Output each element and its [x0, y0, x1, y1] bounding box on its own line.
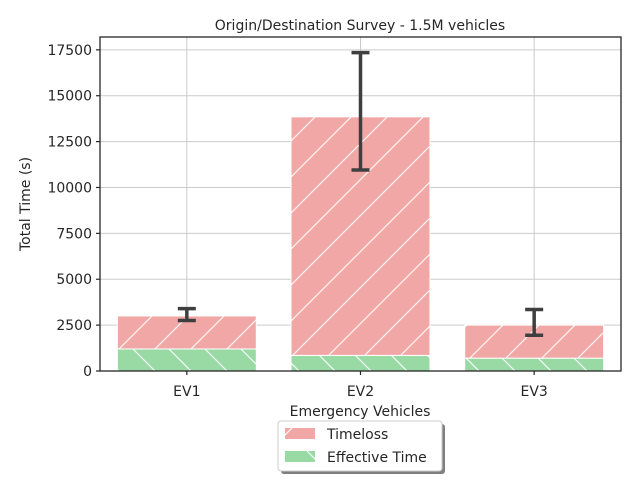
y-tick-label: 10000	[47, 180, 92, 196]
x-tick-label: EV3	[520, 384, 547, 400]
x-tick-label: EV2	[347, 384, 374, 400]
y-tick-label: 0	[83, 364, 92, 380]
x-axis: EV1 EV2 EV3	[173, 371, 548, 400]
error-bars	[177, 50, 544, 337]
y-tick-label: 15000	[47, 89, 92, 105]
bar-hatch-effective-time	[290, 354, 431, 372]
legend-label-timeloss: Timeloss	[326, 427, 388, 443]
y-tick-label: 12500	[47, 135, 92, 151]
legend: Timeloss Effective Time	[277, 420, 445, 474]
legend-swatch-effective-time-hatch	[285, 451, 315, 462]
bar-hatch-effective-time	[116, 348, 257, 372]
y-tick-label: 2500	[56, 318, 92, 334]
y-axis-label: Total Time (s)	[18, 157, 34, 252]
y-tick-label: 17500	[47, 43, 92, 59]
legend-swatch-timeloss-hatch	[285, 428, 315, 439]
legend-box	[277, 420, 443, 472]
bar-hatch-effective-time	[464, 357, 605, 372]
x-tick-label: EV1	[173, 384, 200, 400]
bar-hatch-timeloss	[116, 315, 257, 350]
y-axis: 0 2500 5000 7500 10000 12500 15000 17500	[47, 43, 100, 380]
y-tick-label: 5000	[56, 272, 92, 288]
x-axis-label: Emergency Vehicles	[290, 404, 431, 420]
legend-label-effective-time: Effective Time	[327, 450, 427, 466]
y-tick-label: 7500	[56, 226, 92, 242]
chart-title: Origin/Destination Survey - 1.5M vehicle…	[215, 18, 505, 34]
